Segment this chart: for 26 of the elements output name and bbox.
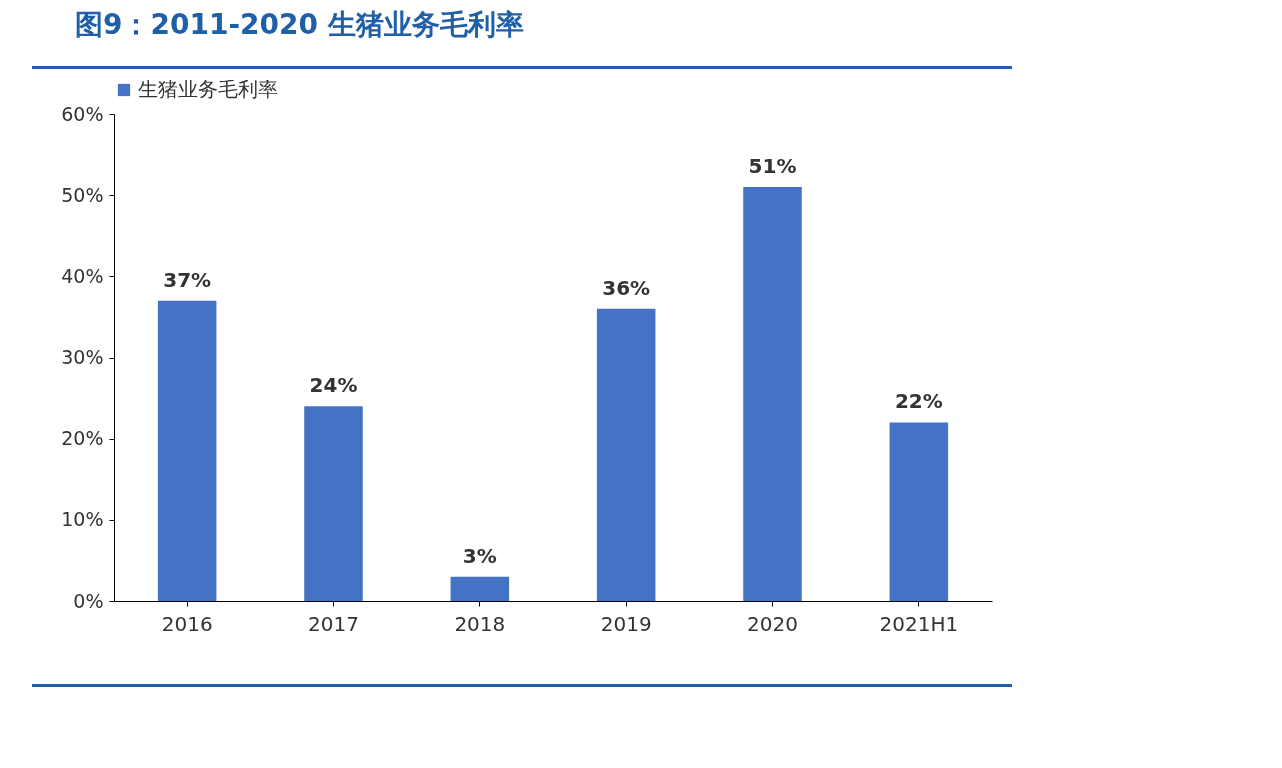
- y-tick-label: 30%: [61, 346, 104, 368]
- x-tick-label: 2019: [600, 611, 652, 636]
- x-tick-label: 2017: [308, 611, 359, 636]
- chart-title: 图9：2011-2020 生猪业务毛利率: [75, 7, 524, 43]
- y-tick-label: 20%: [61, 427, 104, 450]
- x-tick-label: 2018: [454, 611, 506, 636]
- data-label: 51%: [748, 154, 797, 179]
- data-label: 22%: [894, 389, 943, 414]
- y-tick-label: 40%: [61, 264, 104, 287]
- y-tick-label: 60%: [61, 102, 104, 125]
- y-tick-label: 50%: [61, 183, 104, 206]
- bar: [450, 576, 510, 601]
- bar: [304, 406, 363, 601]
- bar: [743, 187, 802, 601]
- data-label: 36%: [602, 275, 651, 300]
- y-tick-label: 10%: [61, 508, 104, 531]
- x-tick-label: 2020: [747, 611, 798, 636]
- x-tick-label: 2016: [161, 611, 213, 636]
- bar: [889, 422, 949, 601]
- y-tick-label: 0%: [73, 589, 104, 612]
- x-tick-label: 2021H1: [879, 611, 959, 636]
- bar: [596, 308, 656, 601]
- data-label: 24%: [309, 373, 358, 398]
- bar: [157, 300, 217, 601]
- data-label: 3%: [462, 543, 497, 568]
- data-label: 37%: [163, 267, 212, 292]
